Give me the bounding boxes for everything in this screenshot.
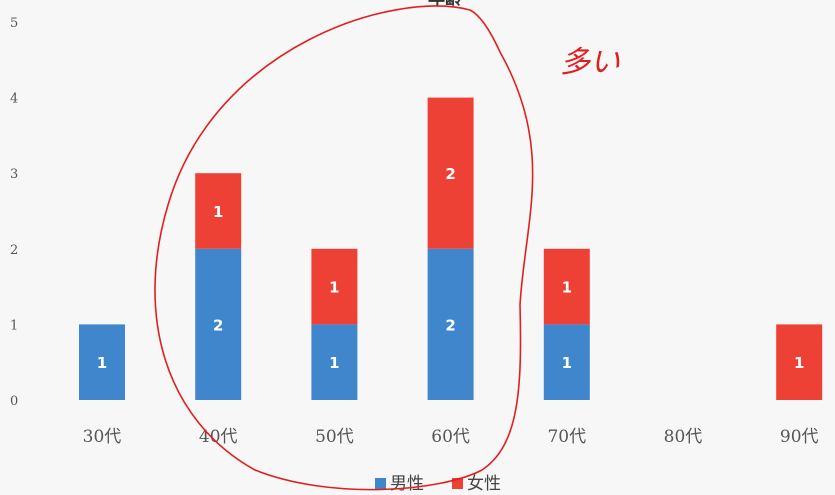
legend-swatch xyxy=(452,478,463,489)
y-tick-label: 5 xyxy=(10,16,18,31)
bar-segment-male xyxy=(427,248,474,400)
bar-data-label: 1 xyxy=(213,203,223,221)
chart-title: 年齢 xyxy=(428,0,463,9)
bar-data-label: 1 xyxy=(562,354,572,372)
y-tick-label: 4 xyxy=(10,92,18,107)
bar-data-label: 2 xyxy=(445,316,455,334)
x-category-label: 30代 xyxy=(83,427,122,447)
y-tick-label: 3 xyxy=(10,167,18,182)
y-tick-label: 1 xyxy=(10,318,18,333)
bar-data-label: 1 xyxy=(97,354,107,372)
bar-segment-female xyxy=(427,97,474,249)
legend-label: 女性 xyxy=(467,474,501,494)
bar-data-label: 2 xyxy=(445,165,455,183)
bar-segment-female xyxy=(195,173,242,249)
y-tick-label: 0 xyxy=(10,394,18,409)
bar-segment-male xyxy=(79,324,125,400)
handwritten-note: 多い xyxy=(560,45,620,80)
bar-segment-female xyxy=(543,248,590,325)
legend-label: 男性 xyxy=(390,474,424,494)
bar-segment-female xyxy=(776,324,823,400)
x-category-label: 50代 xyxy=(315,427,354,447)
bar-segment-male xyxy=(195,248,242,400)
x-category-label: 40代 xyxy=(199,427,238,447)
x-category-label: 60代 xyxy=(431,427,470,447)
bar-data-label: 1 xyxy=(329,279,339,297)
bar-data-label: 1 xyxy=(562,279,572,297)
handwritten-circle-annotation xyxy=(154,5,534,491)
x-category-label: 90代 xyxy=(780,427,819,447)
bar-data-label: 2 xyxy=(213,316,223,334)
bar-segment-female xyxy=(311,248,358,325)
bar-data-label: 1 xyxy=(329,354,339,372)
bar-segment-male xyxy=(543,324,590,400)
bar-data-label: 1 xyxy=(794,354,804,372)
x-category-label: 70代 xyxy=(547,427,586,447)
x-category-label: 80代 xyxy=(664,427,703,447)
bar-segment-male xyxy=(311,324,358,400)
y-tick-label: 2 xyxy=(10,243,18,258)
legend-swatch xyxy=(375,478,386,489)
